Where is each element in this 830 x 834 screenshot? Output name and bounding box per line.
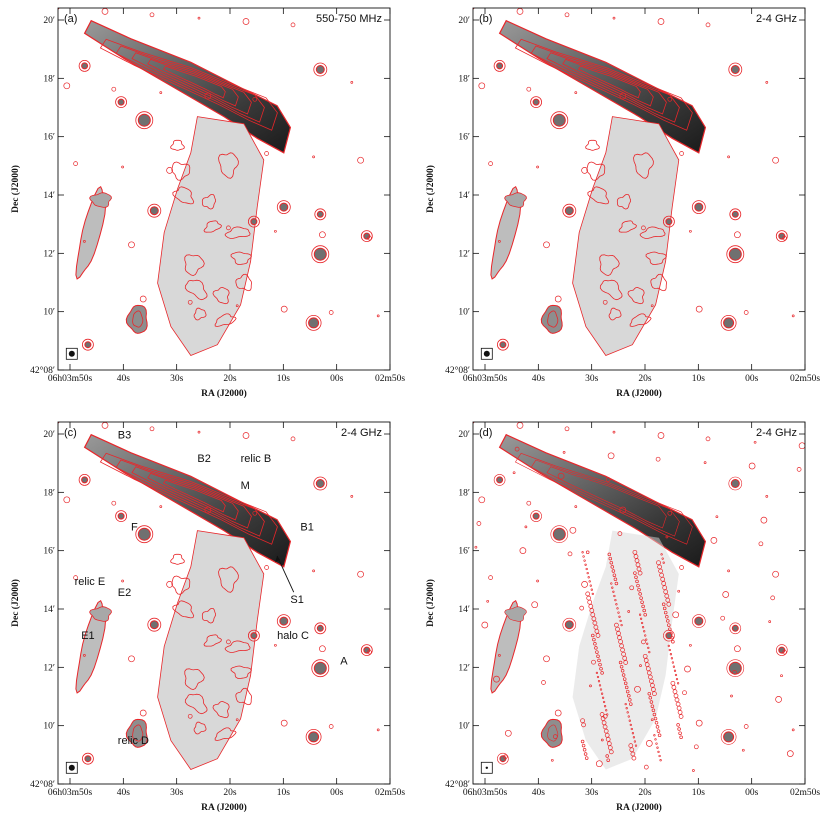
dec-tick-label: 14′ [458, 605, 470, 615]
annotation-relicD: relic D [118, 735, 149, 747]
annotation-F: F [131, 522, 138, 534]
ra-tick-label: 06h03m50s [48, 788, 93, 798]
dec-tick-label: 16′ [458, 133, 470, 143]
annotation-A: A [340, 656, 348, 668]
panel-tag: (c) [64, 427, 77, 439]
panel-a-image: 20′ 18′ 16′ 14′ 12′ 10′ 42°08′06h03m50s 40s 30s 2… [10, 7, 405, 399]
x-axis-label: RA (J2000) [201, 388, 247, 399]
dec-tick-label: 12′ [458, 249, 470, 259]
ra-tick-label: 10s [692, 788, 706, 798]
ra-tick-label: 06h03m50s [463, 374, 508, 384]
annotation-B2: B2 [197, 453, 210, 465]
panel-frequency: 550-750 MHz [316, 13, 382, 25]
annotation-M: M [241, 480, 250, 492]
dec-tick-label: 10′ [43, 308, 55, 318]
annotation-relicE: relic E [75, 576, 106, 588]
panel-d: 20′ 18′ 16′ 14′ 12′ 10′ 42°08′ 06h03m50s 40s 30s 2… [415, 414, 830, 829]
dec-tick-label: 16′ [458, 547, 470, 557]
panel-d-image: 20′ 18′ 16′ 14′ 12′ 10′ 42°08′06h03m50s 40s 30s 2… [425, 421, 820, 813]
panel-tag: (a) [64, 13, 77, 25]
dec-tick-label: 12′ [43, 249, 55, 259]
annotation-S1: S1 [290, 594, 303, 606]
panel-tag: (b) [479, 13, 492, 25]
annotation-relicB: relic B [241, 453, 272, 465]
panel-c: 20′ 18′ 16′ 14′ 12′ 10′ 42°08′ 06h03m50s 40s 30s 2… [0, 414, 415, 829]
ra-tick-label: 30s [170, 374, 184, 384]
dec-tick-label: 10′ [458, 722, 470, 732]
dec-tick-label: 16′ [43, 547, 55, 557]
dec-tick-label: 42°08′ [30, 779, 55, 790]
ra-tick-label: 20s [638, 374, 652, 384]
ra-tick-label: 10s [277, 788, 291, 798]
ra-tick-label: 30s [585, 374, 599, 384]
dec-tick-label: 10′ [458, 308, 470, 318]
ra-tick-label: 40s [117, 374, 131, 384]
annotation-E1: E1 [81, 630, 94, 642]
ra-tick-label: 40s [532, 374, 546, 384]
ra-tick-label: 00s [745, 374, 759, 384]
dec-tick-label: 18′ [458, 74, 470, 84]
x-axis-label: RA (J2000) [616, 388, 662, 399]
ra-tick-label: 02m50s [790, 374, 820, 384]
dec-tick-label: 12′ [458, 663, 470, 673]
ra-tick-label: 20s [223, 788, 237, 798]
dec-tick-label: 18′ [43, 488, 55, 498]
dec-tick-label: 14′ [43, 605, 55, 615]
ra-tick-label: 02m50s [375, 788, 405, 798]
dec-tick-label: 10′ [43, 722, 55, 732]
ra-tick-label: 06h03m50s [48, 374, 93, 384]
y-axis-label: Dec (J2000) [10, 165, 21, 213]
dec-tick-label: 14′ [43, 191, 55, 201]
panel-b-image: 20′ 18′ 16′ 14′ 12′ 10′ 42°08′06h03m50s 40s 30s 2… [425, 7, 820, 399]
panel-tag: (d) [479, 427, 492, 439]
dec-tick-label: 20′ [43, 430, 55, 440]
ra-tick-label: 00s [330, 374, 344, 384]
ra-tick-label: 10s [692, 374, 706, 384]
ra-tick-label: 40s [117, 788, 131, 798]
panel-c-image: 20′ 18′ 16′ 14′ 12′ 10′ 42°08′06h03m50s 40s 30s 2… [10, 421, 405, 813]
dec-tick-label: 12′ [43, 663, 55, 673]
dec-tick-label: 18′ [458, 488, 470, 498]
dec-tick-label: 14′ [458, 191, 470, 201]
ra-tick-label: 10s [277, 374, 291, 384]
dec-tick-label: 42°08′ [30, 365, 55, 376]
ra-tick-label: 02m50s [375, 374, 405, 384]
ra-tick-label: 00s [330, 788, 344, 798]
annotation-B3: B3 [118, 429, 131, 441]
y-axis-label: Dec (J2000) [425, 165, 436, 213]
x-axis-label: RA (J2000) [616, 802, 662, 813]
panel-a: 20′ 18′ 16′ 14′ 12′ 10′ 42°08′ 06h03m50s 40s 30s 2… [0, 0, 415, 414]
panel-b: 20′ 18′ 16′ 14′ 12′ 10′ 42°08′ 06h03m50s 40s 30s 2… [415, 0, 830, 414]
dec-tick-label: 20′ [458, 16, 470, 26]
ra-tick-label: 20s [638, 788, 652, 798]
annotation-B1: B1 [300, 522, 313, 534]
dec-tick-label: 16′ [43, 133, 55, 143]
panel-frequency: 2-4 GHz [756, 13, 797, 25]
dec-tick-label: 18′ [43, 74, 55, 84]
dec-tick-label: 20′ [43, 16, 55, 26]
annotation-E2: E2 [118, 587, 131, 599]
ra-tick-label: 06h03m50s [463, 788, 508, 798]
panel-frequency: 2-4 GHz [341, 427, 382, 439]
ra-tick-label: 00s [745, 788, 759, 798]
ra-tick-label: 02m50s [790, 788, 820, 798]
ra-tick-label: 30s [170, 788, 184, 798]
y-axis-label: Dec (J2000) [10, 579, 21, 627]
annotation-haloC: halo C [277, 630, 309, 642]
x-axis-label: RA (J2000) [201, 802, 247, 813]
y-axis-label: Dec (J2000) [425, 579, 436, 627]
dec-tick-label: 20′ [458, 430, 470, 440]
dec-tick-label: 42°08′ [445, 779, 470, 790]
panel-frequency: 2-4 GHz [756, 427, 797, 439]
ra-tick-label: 20s [223, 374, 237, 384]
ra-tick-label: 40s [532, 788, 546, 798]
ra-tick-label: 30s [585, 788, 599, 798]
dec-tick-label: 42°08′ [445, 365, 470, 376]
